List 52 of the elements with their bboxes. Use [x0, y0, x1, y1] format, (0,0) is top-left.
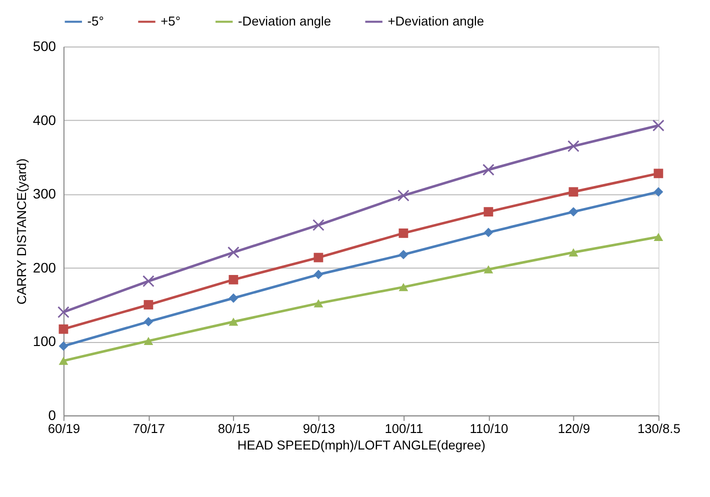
point — [484, 207, 494, 217]
x-tick-label: 130/8.5 — [637, 420, 680, 436]
x-tick-label: 120/9 — [558, 420, 590, 436]
point — [314, 252, 324, 262]
point — [398, 282, 408, 292]
legend-label: -Deviation angle — [238, 14, 332, 29]
x-tick-label: 80/15 — [218, 420, 250, 436]
point — [58, 356, 68, 365]
point — [228, 293, 238, 303]
point — [654, 168, 664, 178]
y-axis-title: CARRY DISTANCE(yard) — [14, 158, 29, 304]
point — [568, 187, 578, 197]
y-tick-label: 400 — [32, 112, 56, 128]
point — [142, 275, 154, 288]
point — [58, 306, 70, 318]
point — [482, 164, 494, 176]
x-tick-label: 100/11 — [384, 420, 424, 436]
y-tick-label: 300 — [32, 186, 56, 202]
point — [568, 207, 578, 217]
point — [312, 219, 324, 232]
point — [314, 270, 324, 280]
x-tick-label: 70/17 — [132, 420, 166, 436]
x-tick-label: 90/13 — [302, 420, 336, 436]
point — [484, 265, 494, 274]
point — [652, 120, 664, 132]
legend-label: -5° — [87, 14, 104, 29]
point — [228, 246, 240, 258]
y-tick-label: 100 — [32, 333, 56, 350]
point — [484, 228, 494, 238]
x-axis-title: HEAD SPEED(mph)/LOFT ANGLE(degree) — [237, 438, 486, 453]
point — [144, 336, 154, 345]
point — [398, 250, 408, 260]
point — [228, 274, 238, 284]
point — [398, 190, 410, 202]
x-tick-label: 110/10 — [470, 420, 508, 436]
y-tick-label: 500 — [32, 38, 56, 54]
point — [568, 248, 578, 256]
point — [314, 299, 324, 308]
point — [654, 232, 664, 241]
y-tick-label: 0 — [48, 406, 56, 423]
point — [567, 140, 580, 152]
point — [144, 300, 154, 310]
point — [144, 317, 154, 326]
point — [654, 187, 664, 197]
legend-label: +Deviation angle — [388, 14, 484, 29]
point — [58, 341, 68, 351]
point — [58, 324, 68, 334]
y-tick-label: 200 — [32, 259, 56, 276]
point — [228, 318, 238, 326]
legend-label: +5° — [160, 14, 180, 29]
point — [398, 228, 408, 238]
x-tick-label: 60/19 — [48, 420, 80, 436]
